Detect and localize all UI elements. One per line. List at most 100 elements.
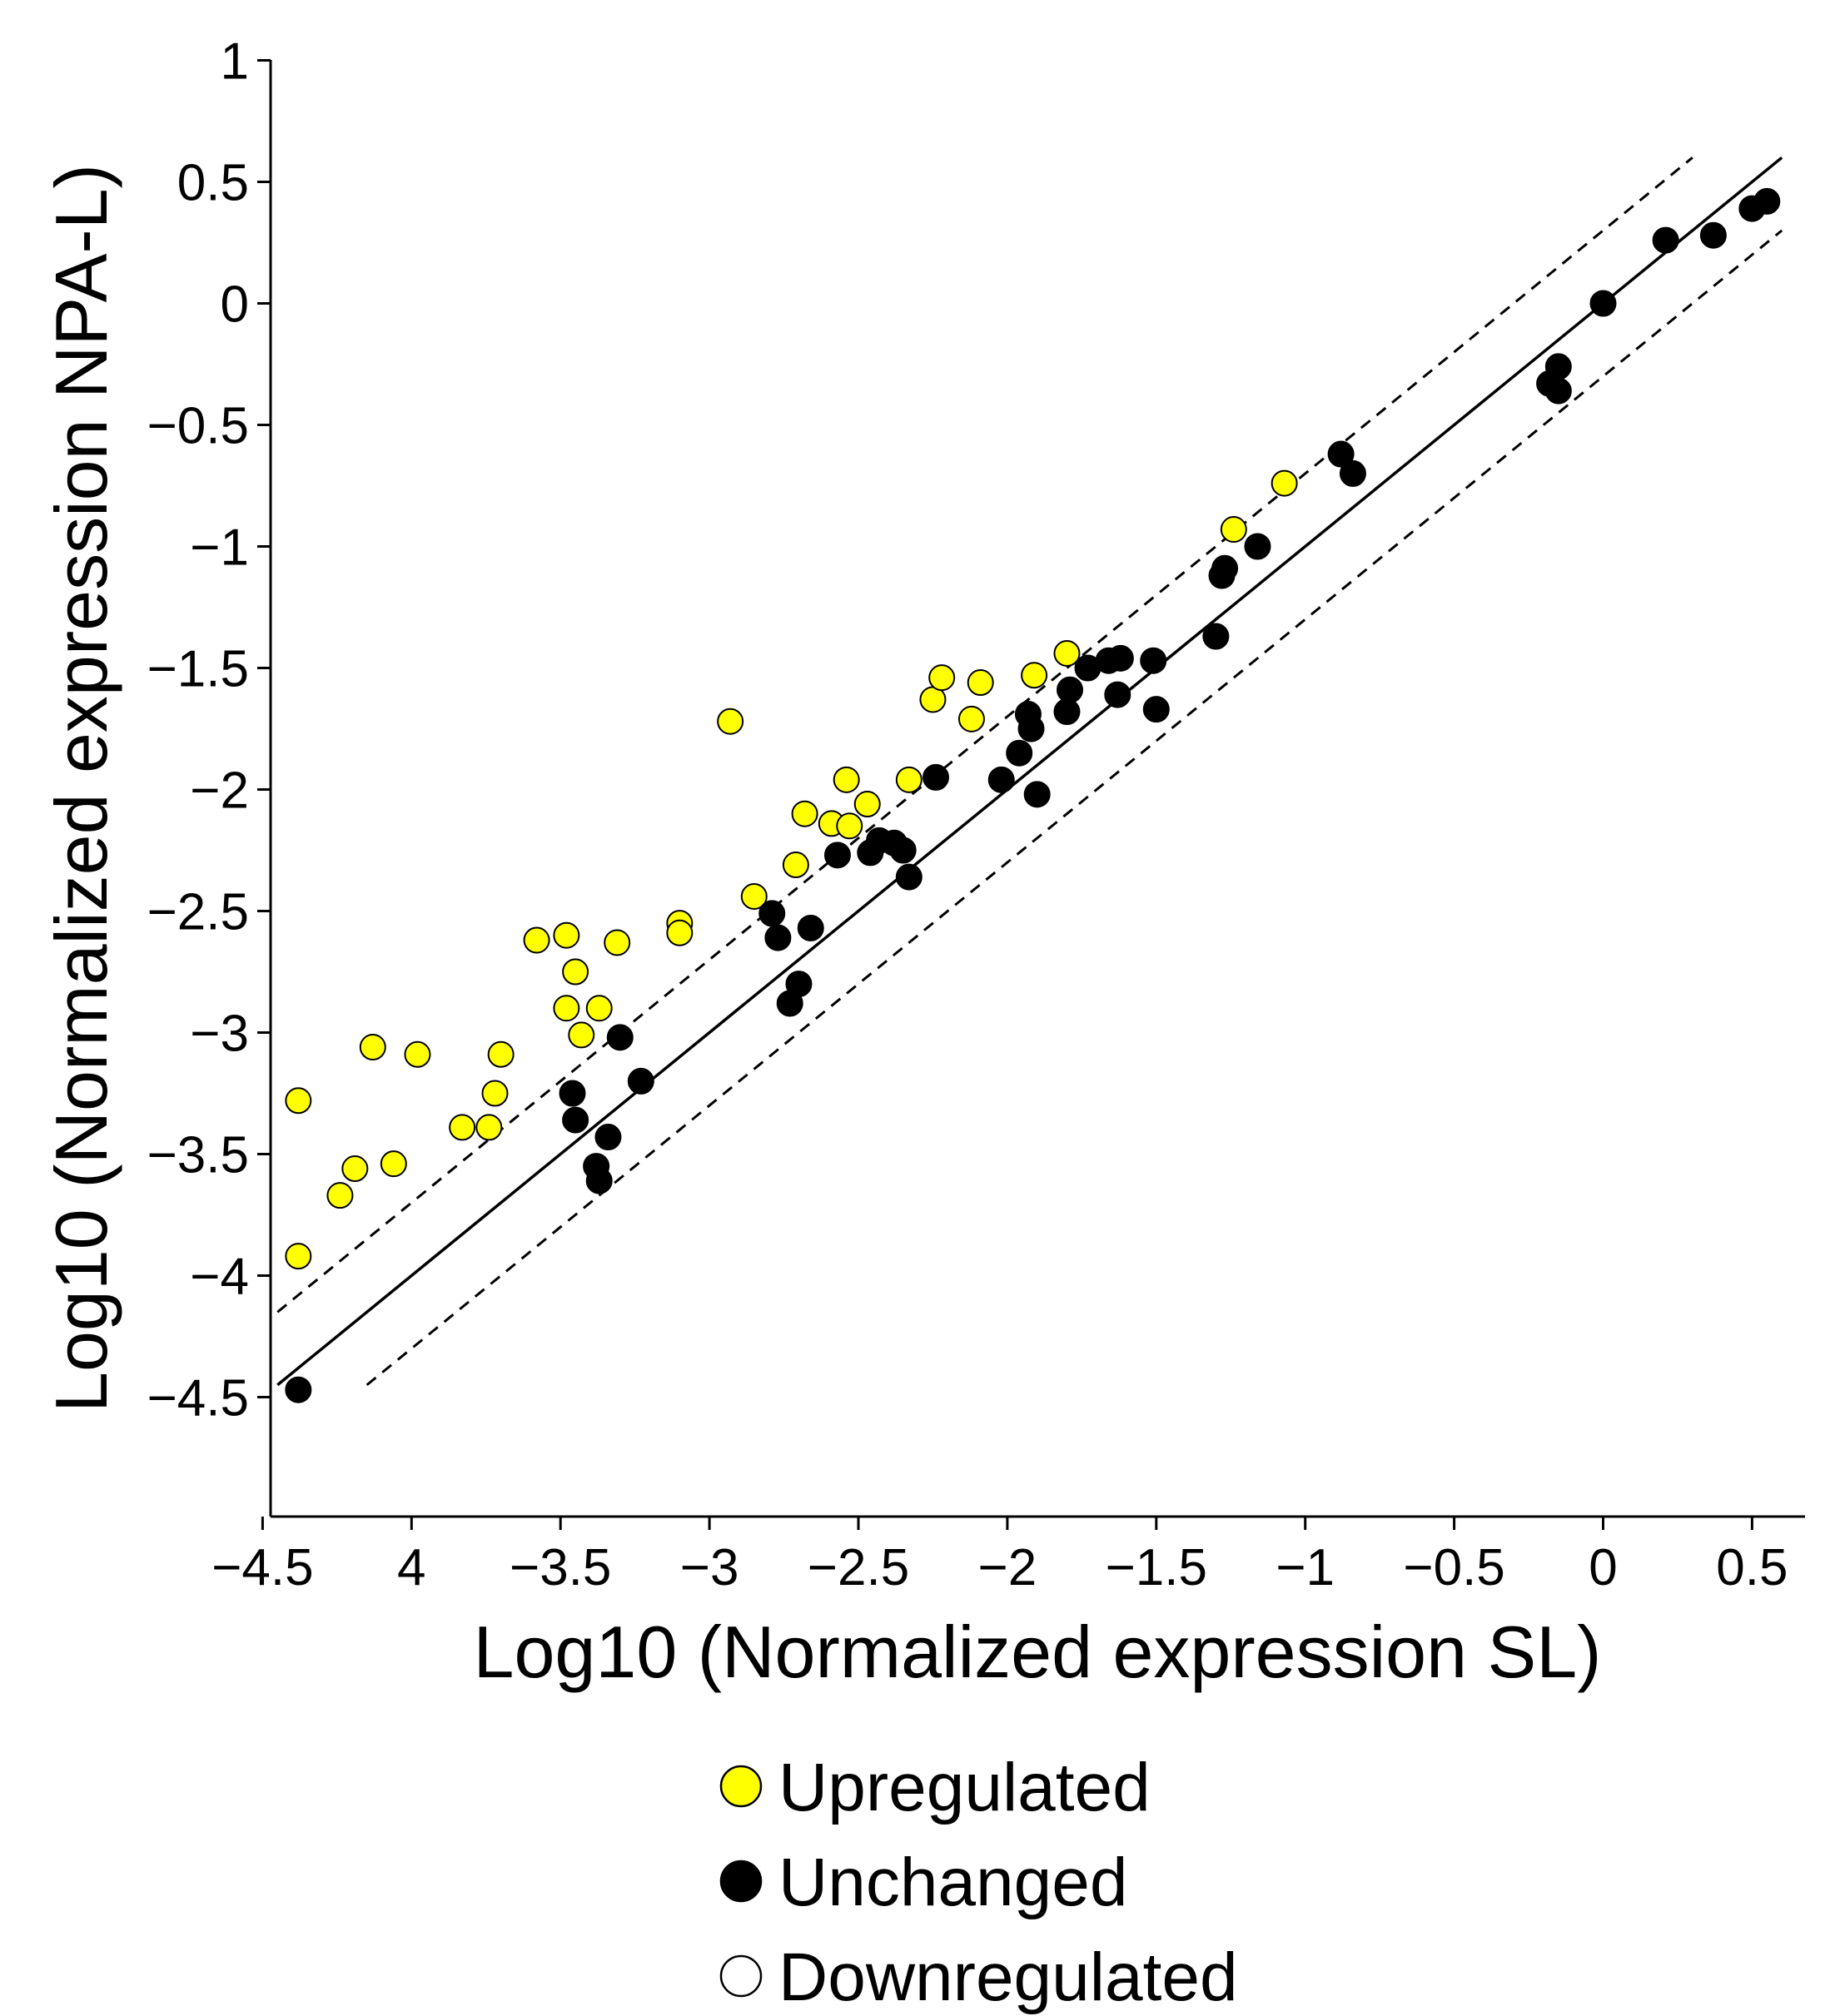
- y-tick-label: −0.5: [147, 398, 249, 455]
- point-upregulated: [553, 995, 580, 1022]
- point-unchanged: [1589, 290, 1617, 317]
- identity-line: [276, 156, 1783, 1387]
- point-unchanged: [627, 1067, 654, 1095]
- point-unchanged: [1339, 459, 1366, 487]
- point-upregulated: [487, 1040, 515, 1068]
- point-unchanged: [562, 1106, 589, 1134]
- point-upregulated: [833, 766, 860, 793]
- point-upregulated: [853, 791, 881, 818]
- point-unchanged: [1023, 781, 1051, 808]
- point-upregulated: [562, 958, 589, 986]
- y-tick-label: 0.5: [177, 155, 249, 212]
- point-unchanged: [1140, 647, 1167, 674]
- x-tick-label: −3: [680, 1539, 739, 1596]
- legend-label-downregulated: Downregulated: [778, 1939, 1238, 2015]
- point-unchanged: [1017, 715, 1045, 742]
- point-unchanged: [895, 863, 922, 891]
- point-upregulated: [1220, 516, 1247, 544]
- x-axis-title: Log10 (Normalized expression SL): [474, 1611, 1602, 1693]
- point-upregulated: [717, 708, 744, 735]
- point-unchanged: [1753, 187, 1781, 215]
- point-upregulated: [791, 800, 818, 827]
- point-unchanged: [1544, 377, 1572, 405]
- legend-label-unchanged: Unchanged: [778, 1845, 1127, 1920]
- point-unchanged: [594, 1124, 622, 1151]
- x-tick-label: −4.5: [211, 1539, 313, 1596]
- x-tick-label: −1: [1276, 1539, 1335, 1596]
- x-tick-label: −1.5: [1106, 1539, 1207, 1596]
- x-tick-label: −3.5: [510, 1539, 611, 1596]
- y-tick-label: −4: [190, 1249, 249, 1306]
- point-unchanged: [1053, 698, 1081, 726]
- point-unchanged: [1327, 440, 1355, 468]
- point-unchanged: [1106, 644, 1134, 672]
- point-unchanged: [285, 1376, 312, 1403]
- point-upregulated: [568, 1021, 595, 1049]
- lower-threshold-line: [366, 229, 1783, 1387]
- point-unchanged: [1006, 739, 1033, 767]
- y-tick-label: −3.5: [147, 1127, 249, 1184]
- x-tick-label: 0.5: [1716, 1539, 1788, 1596]
- point-unchanged: [1057, 676, 1084, 703]
- x-ticks: −4.5 4 −3.5 −3 −2.5 −2 −1.5 −1 −0.5 0 0.5: [211, 1517, 1788, 1596]
- point-unchanged: [823, 842, 851, 869]
- x-tick-label: 4: [397, 1539, 425, 1596]
- point-unchanged: [1699, 221, 1727, 249]
- point-unchanged: [922, 763, 950, 791]
- point-upregulated: [1053, 639, 1081, 667]
- point-upregulated: [1271, 469, 1298, 497]
- y-tick-label: −4.5: [147, 1370, 249, 1428]
- point-unchanged: [889, 837, 917, 864]
- point-upregulated: [285, 1087, 312, 1115]
- point-unchanged: [1104, 681, 1131, 708]
- x-tick-label: −2.5: [808, 1539, 909, 1596]
- y-tick-label: 1: [221, 33, 249, 91]
- point-unchanged: [797, 914, 824, 941]
- x-tick-label: 0: [1589, 1539, 1617, 1596]
- point-unchanged: [1142, 696, 1170, 723]
- x-tick-label: −0.5: [1403, 1539, 1504, 1596]
- legend-marker-unchanged: [719, 1860, 763, 1903]
- point-unchanged: [1202, 623, 1230, 650]
- point-upregulated: [359, 1034, 386, 1061]
- point-unchanged: [1652, 226, 1679, 254]
- y-axis-title: Log10 (Normalized expression NPA-L): [40, 164, 122, 1413]
- point-upregulated: [449, 1114, 476, 1141]
- point-upregulated: [740, 882, 768, 910]
- point-upregulated: [1021, 662, 1048, 689]
- point-upregulated: [481, 1080, 509, 1107]
- point-upregulated: [553, 921, 580, 949]
- point-upregulated: [523, 926, 550, 954]
- y-tick-label: −2.5: [147, 884, 249, 941]
- point-unchanged: [559, 1080, 586, 1107]
- point-upregulated: [285, 1243, 312, 1270]
- y-tick-label: −1: [190, 519, 249, 577]
- point-unchanged: [785, 971, 813, 998]
- legend: Upregulated Unchanged Downregulated: [719, 1750, 1238, 2015]
- point-unchanged: [606, 1024, 634, 1051]
- point-upregulated: [326, 1182, 354, 1209]
- y-tick-label: −3: [190, 1006, 249, 1063]
- data-points: [285, 187, 1781, 1403]
- point-upregulated: [604, 929, 631, 956]
- upper-threshold-line: [276, 156, 1693, 1313]
- point-upregulated: [404, 1040, 431, 1068]
- point-unchanged: [987, 766, 1015, 793]
- point-upregulated: [475, 1114, 503, 1141]
- point-upregulated: [967, 669, 994, 697]
- x-tick-label: −2: [978, 1539, 1037, 1596]
- point-upregulated: [957, 705, 985, 732]
- point-unchanged: [1544, 353, 1572, 380]
- y-ticks: 1 0.5 0 −0.5 −1 −1.5 −2 −2.5 −3 −3.5 −4 −4.5: [147, 33, 271, 1428]
- point-upregulated: [380, 1150, 407, 1178]
- reference-lines: [276, 156, 1783, 1387]
- point-unchanged: [1244, 533, 1271, 560]
- point-upregulated: [782, 852, 809, 879]
- point-upregulated: [836, 812, 863, 840]
- point-upregulated: [585, 995, 613, 1022]
- y-tick-label: −2: [190, 762, 249, 820]
- y-tick-label: 0: [221, 276, 249, 334]
- point-upregulated: [341, 1155, 369, 1183]
- y-tick-label: −1.5: [147, 641, 249, 698]
